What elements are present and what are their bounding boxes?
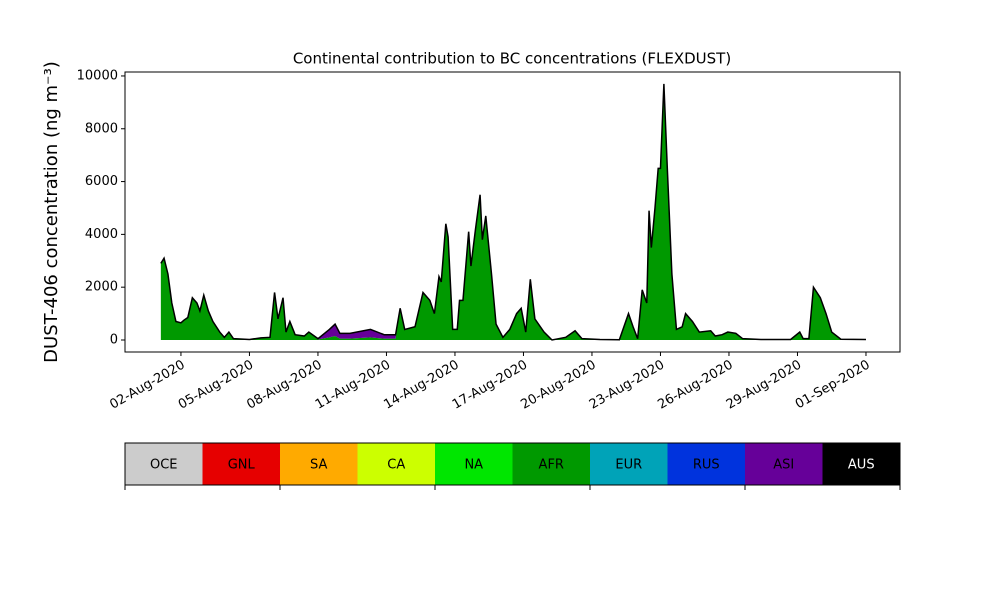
x-tick-label: 20-Aug-2020 xyxy=(518,358,598,413)
colorbar-cell xyxy=(745,443,823,485)
colorbar-ticks xyxy=(124,485,901,490)
colorbar-cell xyxy=(512,443,590,485)
x-tick-label: 05-Aug-2020 xyxy=(176,358,256,413)
x-tick-label: 29-Aug-2020 xyxy=(724,358,804,413)
y-tick-label: 0 xyxy=(110,332,118,347)
colorbar-cell xyxy=(280,443,358,485)
x-tick-label: 11-Aug-2020 xyxy=(313,358,393,413)
colorbar-label: GNL xyxy=(228,458,256,473)
colorbar-cell xyxy=(667,443,745,485)
colorbar-label: AUS xyxy=(848,458,875,473)
colorbar-cell xyxy=(357,443,435,485)
colorbar-label: EUR xyxy=(615,458,642,473)
x-tick-label: 08-Aug-2020 xyxy=(244,358,324,413)
colorbar-label: RUS xyxy=(693,458,720,473)
y-tick-label: 6000 xyxy=(85,174,118,189)
plot-frame xyxy=(124,71,901,353)
colorbar-cell xyxy=(125,443,203,485)
y-axis-label: DUST-406 concentration (ng m⁻³) xyxy=(41,61,62,363)
colorbar-cell xyxy=(435,443,513,485)
colorbar-label: AFR xyxy=(539,458,564,473)
colorbar-label: ASI xyxy=(773,458,794,473)
x-tick-label: 23-Aug-2020 xyxy=(587,358,667,413)
outline xyxy=(160,83,866,341)
x-tick-label: 01-Sep-2020 xyxy=(793,358,873,413)
y-tick-label: 2000 xyxy=(85,280,118,295)
colorbar-cell xyxy=(822,443,900,485)
colorbar-label: OCE xyxy=(150,458,178,473)
area xyxy=(160,83,866,340)
colorbar-frame xyxy=(124,442,901,486)
y-tick-label: 8000 xyxy=(85,121,118,136)
colorbar-label: NA xyxy=(464,458,483,473)
x-tick-label: 14-Aug-2020 xyxy=(381,358,461,413)
chart-title: Continental contribution to BC concentra… xyxy=(293,50,731,68)
colorbar-cell xyxy=(590,443,668,485)
colorbar-label: CA xyxy=(387,458,405,473)
x-tick-label: 17-Aug-2020 xyxy=(450,358,530,413)
colorbar-label: SA xyxy=(310,458,327,473)
colorbar-cell xyxy=(202,443,280,485)
y-tick-label: 10000 xyxy=(77,68,118,83)
x-tick-label: 26-Aug-2020 xyxy=(655,358,735,413)
area xyxy=(160,83,866,340)
y-tick-label: 4000 xyxy=(85,227,118,242)
x-tick-label: 02-Aug-2020 xyxy=(107,358,187,413)
